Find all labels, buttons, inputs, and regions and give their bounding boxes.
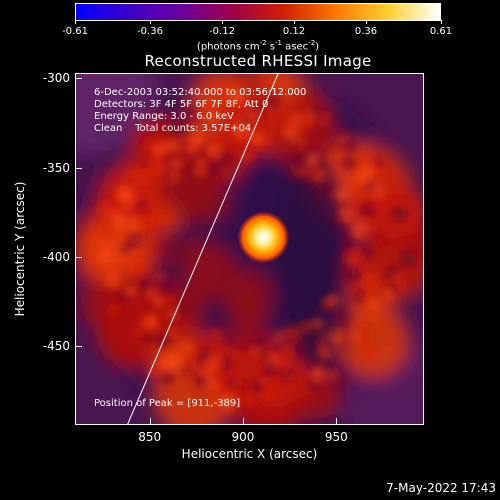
x-tick-label: 850 [138, 430, 162, 444]
y-tick-label: -350 [42, 160, 70, 175]
colorbar-tick-label: 0.61 [429, 26, 453, 37]
y-axis-label: Heliocentric Y (arcsec) [13, 181, 27, 317]
clean-counts-text: Clean Total counts: 3.57E+04 [94, 123, 252, 134]
detectors-text: Detectors: 3F 4F 5F 6F 7F 8F, Att 0 [94, 99, 269, 110]
peak-source [237, 211, 290, 264]
colorbar-tick-mark [365, 20, 367, 24]
colorbar-tick-mark [293, 20, 295, 24]
x-tick-mark [336, 418, 338, 424]
y-tick-label: -400 [42, 250, 70, 265]
x-axis-label: Heliocentric X (arcsec) [181, 447, 318, 461]
x-tick-mark [242, 418, 244, 424]
colorbar-tick-label: -0.12 [209, 26, 235, 37]
timestamp: 7-May-2022 17:43 [386, 481, 496, 495]
solar-limb-line [126, 73, 279, 425]
colorbar-tick-mark [149, 20, 151, 24]
energy-range-text: Energy Range: 3.0 - 6.0 keV [94, 111, 234, 122]
y-tick-mark [76, 78, 82, 80]
colorbar-tick-mark [74, 20, 76, 24]
image-annotation: 6-Dec-2003 03:52:40.000 to 03:56:12.000 … [94, 87, 306, 135]
x-tick-mark [149, 418, 151, 424]
y-tick-mark [76, 257, 82, 259]
y-tick-label: -450 [42, 339, 70, 354]
colorbar-units-label: (photons cm-2 s-1 asec-2) [196, 39, 320, 53]
colorbar-tick-label: 0.12 [282, 26, 306, 37]
colorbar-tick-mark [221, 20, 223, 24]
colorbar-tick-label: 0.36 [354, 26, 378, 37]
colorbar-tick-mark [440, 20, 442, 24]
emission-texture [96, 87, 417, 412]
x-tick-label: 950 [324, 430, 348, 444]
colorbar [75, 3, 441, 21]
peak-position-text: Position of Peak = [911,-389] [94, 398, 241, 409]
x-tick-label: 900 [231, 430, 255, 444]
solar-image [75, 73, 424, 425]
y-tick-mark [76, 346, 82, 348]
time-range-text: 6-Dec-2003 03:52:40.000 to 03:56:12.000 [94, 87, 307, 98]
colorbar-tick-label: -0.36 [137, 26, 163, 37]
plot-title: Reconstructed RHESSI Image [144, 52, 372, 70]
y-tick-mark [76, 167, 82, 169]
y-tick-label: -300 [42, 71, 70, 86]
colorbar-tick-label: -0.61 [62, 26, 88, 37]
